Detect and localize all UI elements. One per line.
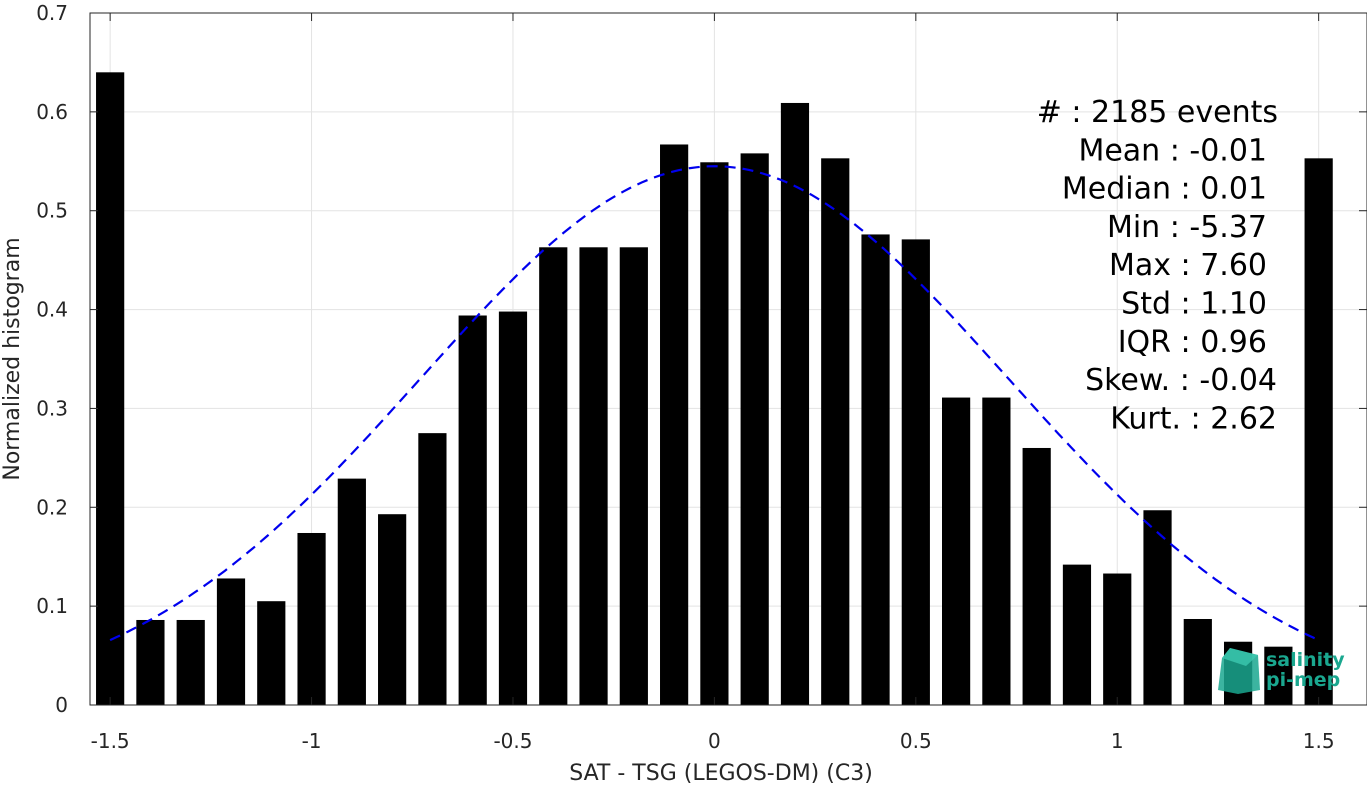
histogram-bar bbox=[418, 433, 447, 705]
y-tick-label: 0.5 bbox=[36, 199, 68, 223]
stat-line: Max : 7.60 bbox=[1109, 248, 1267, 283]
histogram-bar bbox=[337, 478, 366, 705]
stat-line: # : 2185 events bbox=[1037, 95, 1278, 130]
ticks: -1.5 -1 -0.5 0 0.5 1 1.5 0 0.1 0.2 0.3 0.4 0.5 0.6 0.7 bbox=[36, 1, 1367, 753]
histogram-bar bbox=[216, 578, 246, 705]
stat-line: Min : -5.37 bbox=[1107, 210, 1267, 245]
fit-curve-group bbox=[109, 165, 1320, 642]
logo-cube-top-icon bbox=[1222, 648, 1258, 666]
x-tick-label: -0.5 bbox=[493, 729, 532, 753]
logo-line2: pi-mep bbox=[1266, 669, 1340, 691]
y-tick-label: 0.4 bbox=[36, 298, 68, 322]
x-tick-label: 0.5 bbox=[900, 729, 932, 753]
y-axis-label: Normalized histogram bbox=[0, 237, 25, 480]
histogram-bar bbox=[660, 144, 689, 706]
histogram-bar bbox=[901, 239, 930, 705]
histogram-bar bbox=[982, 397, 1011, 705]
histogram-bar bbox=[1103, 573, 1132, 705]
histogram-bar bbox=[136, 619, 165, 705]
x-tick-label: 1 bbox=[1111, 729, 1124, 753]
x-tick-label: 0 bbox=[708, 729, 721, 753]
logo-line1: salinity bbox=[1266, 649, 1345, 671]
histogram-bar bbox=[96, 72, 125, 706]
histogram-bar bbox=[740, 153, 769, 705]
salinity-pi-mep-logo: salinity pi-mep bbox=[1218, 648, 1345, 694]
histogram-bar bbox=[1264, 646, 1293, 705]
stat-line: Skew. : -0.04 bbox=[1085, 363, 1277, 398]
y-tick-label: 0.1 bbox=[36, 594, 68, 618]
histogram-bar bbox=[942, 397, 971, 705]
histogram-bar bbox=[1022, 447, 1051, 705]
histogram-bar bbox=[780, 102, 810, 705]
stat-line: Kurt. : 2.62 bbox=[1110, 401, 1277, 436]
stat-line: IQR : 0.96 bbox=[1118, 325, 1267, 360]
histogram-bar bbox=[821, 158, 850, 705]
gaussian-fit-curve bbox=[109, 165, 1320, 642]
histogram-bar bbox=[297, 532, 326, 705]
stat-line: Std : 1.10 bbox=[1121, 287, 1267, 322]
x-axis-label: SAT - TSG (LEGOS-DM) (C3) bbox=[569, 761, 873, 785]
histogram-bar bbox=[1062, 564, 1092, 705]
x-tick-label: -1 bbox=[302, 729, 322, 753]
bars bbox=[96, 72, 1333, 706]
histogram-bar bbox=[1143, 510, 1172, 705]
y-tick-label: 0.2 bbox=[36, 495, 68, 519]
stat-line: Mean : -0.01 bbox=[1078, 133, 1267, 168]
y-tick-label: 0.3 bbox=[36, 396, 68, 420]
histogram-bar bbox=[498, 311, 528, 705]
histogram-bar bbox=[458, 315, 487, 705]
y-tick-label: 0.6 bbox=[36, 100, 68, 124]
plot-frame bbox=[89, 12, 1367, 706]
x-tick-label: 1.5 bbox=[1303, 729, 1335, 753]
histogram-bar bbox=[579, 247, 608, 705]
histogram-bar bbox=[176, 619, 205, 705]
histogram-bar bbox=[378, 514, 407, 705]
histogram-bar bbox=[619, 247, 648, 705]
stat-line: Median : 0.01 bbox=[1062, 172, 1267, 207]
histogram-bar bbox=[700, 162, 729, 705]
histogram-bar bbox=[1183, 618, 1212, 705]
x-tick-label: -1.5 bbox=[91, 729, 130, 753]
y-tick-label: 0 bbox=[55, 693, 68, 717]
histogram-bar bbox=[257, 601, 286, 705]
histogram-bar bbox=[1304, 158, 1333, 705]
y-tick-label: 0.7 bbox=[36, 1, 68, 25]
histogram-bar bbox=[861, 234, 890, 705]
histogram-bar bbox=[539, 247, 568, 705]
